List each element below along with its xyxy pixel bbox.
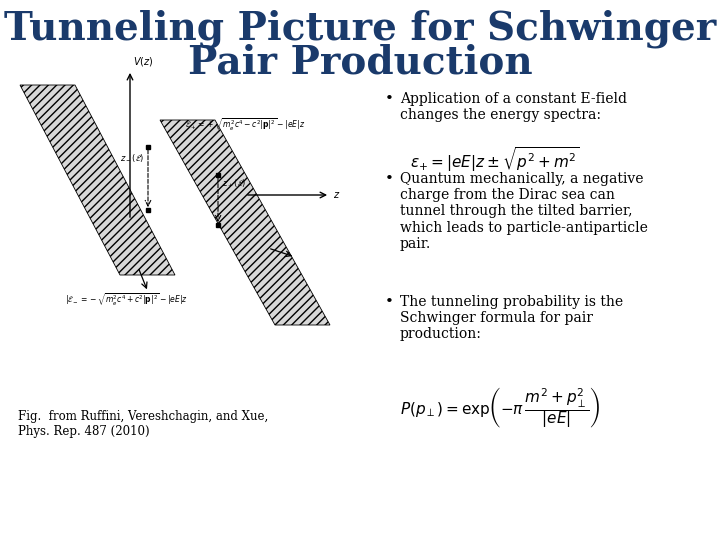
Text: $P(p_{\perp}) = \exp\!\left(-\pi\,\dfrac{m^2 + p_{\perp}^2}{|eE|}\right)$: $P(p_{\perp}) = \exp\!\left(-\pi\,\dfrac… (400, 385, 600, 430)
Text: The tunneling probability is the
Schwinger formula for pair
production:: The tunneling probability is the Schwing… (400, 295, 623, 341)
Text: $V(z)$: $V(z)$ (133, 55, 153, 68)
Text: $z$: $z$ (333, 190, 341, 200)
Text: Pair Production: Pair Production (188, 43, 532, 81)
Text: Quantum mechanically, a negative
charge from the Dirac sea can
tunnel through th: Quantum mechanically, a negative charge … (400, 172, 648, 251)
Text: Application of a constant E-field
changes the energy spectra:: Application of a constant E-field change… (400, 92, 627, 122)
Polygon shape (20, 85, 175, 275)
Text: Fig.  from Ruffini, Vereshchagin, and Xue,
Phys. Rep. 487 (2010): Fig. from Ruffini, Vereshchagin, and Xue… (18, 410, 269, 438)
Text: $\mathcal{E}_+ = +\sqrt{m_e^2c^4 - c^2|\mathbf{p}|^2} - |eE|z$: $\mathcal{E}_+ = +\sqrt{m_e^2c^4 - c^2|\… (185, 117, 305, 133)
Text: •: • (385, 92, 394, 106)
Polygon shape (160, 120, 330, 325)
Text: •: • (385, 172, 394, 186)
Text: •: • (385, 295, 394, 309)
Text: $\varepsilon_{+} = |eE|z \pm \sqrt{p^2 + m^2}$: $\varepsilon_{+} = |eE|z \pm \sqrt{p^2 +… (410, 145, 580, 174)
Text: $z_+(\mathcal{E})$: $z_+(\mathcal{E})$ (222, 178, 246, 191)
Text: $|\mathcal{E}_- = -\sqrt{m_e^2c^4 + c^2|\mathbf{p}|^2} - |eE|z$: $|\mathcal{E}_- = -\sqrt{m_e^2c^4 + c^2|… (65, 292, 188, 308)
Text: Tunneling Picture for Schwinger: Tunneling Picture for Schwinger (4, 10, 716, 49)
Text: $z_-(\mathcal{E})$: $z_-(\mathcal{E})$ (120, 152, 144, 164)
